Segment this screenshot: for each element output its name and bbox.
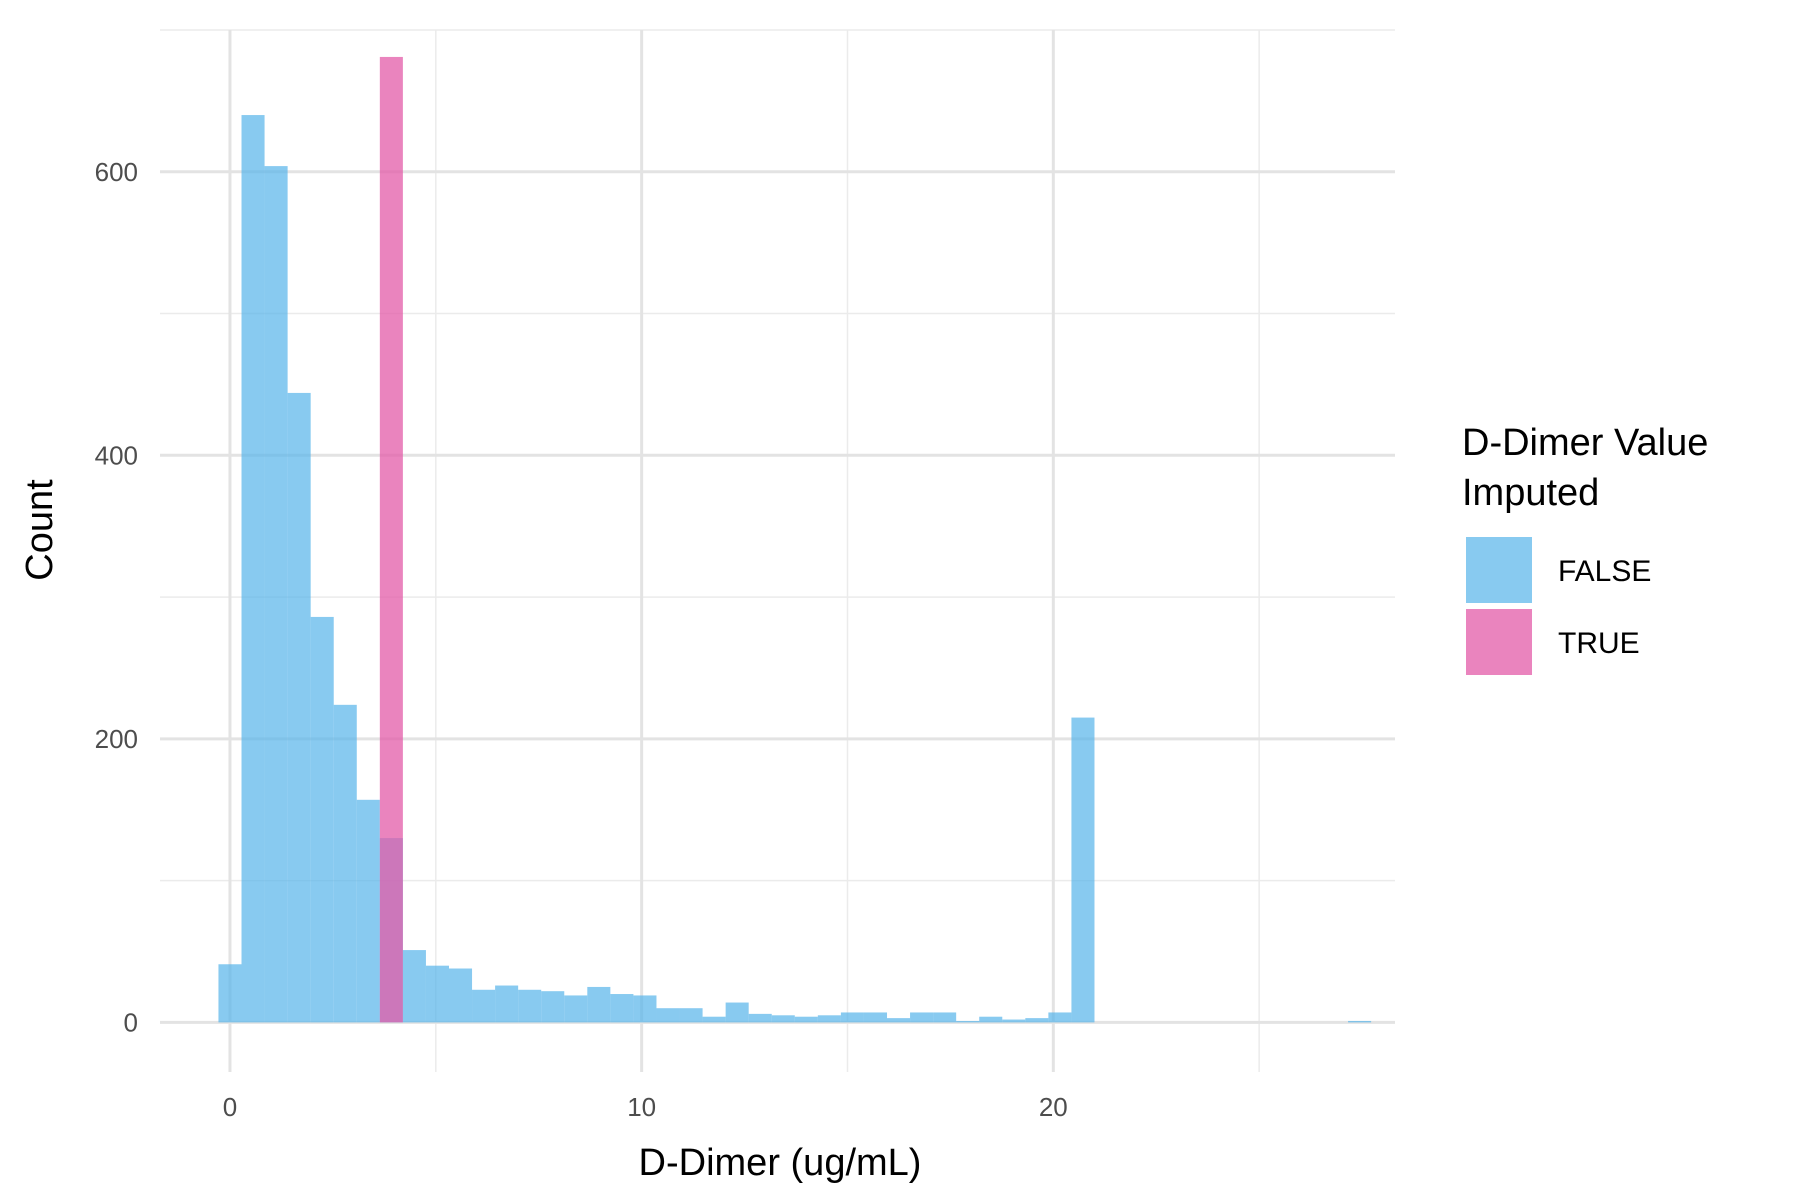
bar-false — [887, 1018, 911, 1023]
y-tick-label: 0 — [124, 1007, 138, 1037]
bar-false — [448, 968, 473, 1023]
bar-false — [287, 392, 311, 1023]
legend-title-line-2: Imputed — [1462, 472, 1599, 514]
bar-false — [564, 995, 588, 1023]
x-axis-title: D-Dimer (ug/mL) — [639, 1142, 922, 1184]
bar-false — [495, 985, 519, 1023]
bar-false — [1048, 1012, 1072, 1023]
bar-true — [379, 56, 403, 1023]
bar-false — [356, 799, 380, 1023]
x-axis-ticks: 0 10 20 — [223, 1092, 1068, 1122]
bar-false — [264, 166, 288, 1023]
bar-false — [748, 1013, 772, 1023]
bar-false — [1025, 1018, 1049, 1023]
bar-false — [979, 1016, 1003, 1023]
legend-title-line-1: D-Dimer Value — [1462, 422, 1708, 464]
bar-false — [518, 989, 542, 1023]
bar-false — [1071, 717, 1095, 1023]
bar-false — [702, 1016, 726, 1023]
bar-false — [933, 1012, 957, 1023]
bar-false — [218, 964, 242, 1023]
bar-false — [633, 995, 657, 1023]
histogram-bars — [218, 56, 1372, 1023]
bar-false — [1348, 1020, 1372, 1023]
bar-false — [656, 1008, 680, 1023]
bar-false — [679, 1008, 703, 1023]
legend-swatch-false — [1466, 537, 1532, 603]
bar-false — [310, 616, 334, 1023]
bar-false — [771, 1015, 795, 1023]
bar-false — [587, 986, 611, 1023]
bar-false — [472, 989, 496, 1023]
legend: D-Dimer Value Imputed FALSE TRUE — [1462, 422, 1708, 675]
y-tick-label: 200 — [95, 724, 138, 754]
x-tick-label: 0 — [223, 1092, 237, 1122]
y-axis-title: Count — [19, 479, 61, 581]
legend-swatch-true — [1466, 609, 1532, 675]
bar-false — [817, 1015, 841, 1023]
y-tick-label: 400 — [95, 440, 138, 470]
bar-false — [402, 950, 426, 1023]
bar-false — [610, 994, 634, 1023]
bar-false — [425, 965, 449, 1023]
y-axis-ticks: 0 200 400 600 — [95, 157, 138, 1038]
legend-label-true: TRUE — [1558, 627, 1640, 660]
bar-false — [333, 704, 357, 1023]
bar-false — [794, 1016, 818, 1023]
y-tick-label: 600 — [95, 157, 138, 187]
bar-false — [541, 991, 565, 1023]
bar-false — [725, 1002, 749, 1023]
bar-false — [241, 115, 265, 1023]
bar-false — [840, 1012, 864, 1023]
bar-false — [1002, 1019, 1026, 1023]
bar-false — [863, 1012, 888, 1023]
bar-false — [956, 1020, 980, 1023]
x-tick-label: 20 — [1039, 1092, 1068, 1122]
bar-false — [910, 1012, 934, 1023]
x-tick-label: 10 — [627, 1092, 656, 1122]
legend-label-false: FALSE — [1558, 555, 1651, 588]
